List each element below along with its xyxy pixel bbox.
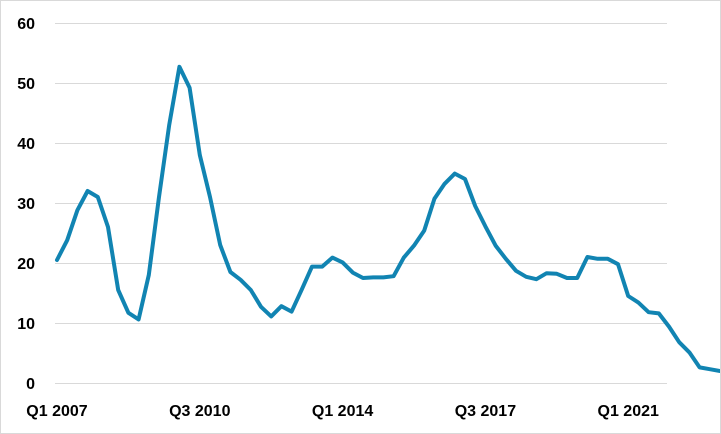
y-tick-label: 10 (17, 316, 35, 333)
x-tick-label: Q1 2014 (312, 403, 373, 420)
data-point (198, 153, 202, 157)
data-point (708, 367, 712, 371)
data-point (626, 294, 630, 298)
data-point (86, 189, 90, 193)
data-point (269, 314, 273, 318)
y-tick-label: 50 (17, 76, 35, 93)
gridlines (55, 23, 667, 384)
data-point (677, 340, 681, 344)
data-point (555, 272, 559, 276)
series-line (55, 64, 720, 374)
data-point (177, 65, 181, 69)
data-point (616, 262, 620, 266)
data-point (320, 265, 324, 269)
data-point (116, 288, 120, 292)
data-point (310, 265, 314, 269)
data-point (667, 325, 671, 329)
data-point (279, 304, 283, 308)
data-point (300, 287, 304, 291)
y-tick-label: 20 (17, 256, 35, 273)
data-point (545, 271, 549, 275)
y-tick-label: 60 (17, 16, 35, 33)
data-point (504, 257, 508, 261)
y-axis: 0 10 20 30 40 50 60 (17, 16, 35, 393)
series-layer (55, 64, 720, 374)
data-point (596, 257, 600, 261)
y-tick-label: 0 (26, 376, 35, 393)
data-point (524, 275, 528, 279)
data-point (483, 224, 487, 228)
data-point (351, 271, 355, 275)
data-point (381, 275, 385, 279)
data-point (432, 197, 436, 201)
data-point (534, 277, 538, 281)
data-point (443, 182, 447, 186)
data-point (392, 274, 396, 278)
data-point (259, 305, 263, 309)
x-tick-label: Q3 2017 (455, 403, 516, 420)
data-point (218, 243, 222, 247)
y-tick-label: 30 (17, 196, 35, 213)
data-point (167, 123, 171, 127)
data-point (75, 208, 79, 212)
data-point (657, 311, 661, 315)
data-point (585, 255, 589, 259)
data-point (647, 310, 651, 314)
y-tick-label: 40 (17, 136, 35, 153)
data-point (371, 275, 375, 279)
data-point (126, 311, 130, 315)
data-point (157, 195, 161, 199)
data-point (188, 86, 192, 90)
data-point (341, 260, 345, 264)
data-point (96, 195, 100, 199)
x-tick-label: Q1 2021 (598, 403, 659, 420)
data-point (514, 269, 518, 273)
data-point (565, 276, 569, 280)
data-point (65, 238, 69, 242)
data-point (137, 317, 141, 321)
data-point (147, 273, 151, 277)
data-point (422, 229, 426, 233)
data-point (361, 276, 365, 280)
x-tick-label: Q3 2010 (169, 403, 230, 420)
data-point (106, 225, 110, 229)
data-point (698, 365, 702, 369)
data-point (249, 288, 253, 292)
data-point (55, 258, 59, 262)
data-point (575, 276, 579, 280)
data-point (290, 310, 294, 314)
data-point (606, 257, 610, 261)
data-point (228, 270, 232, 274)
data-point (208, 195, 212, 199)
data-point (636, 301, 640, 305)
data-point (239, 278, 243, 282)
data-point (687, 350, 691, 354)
data-point (494, 244, 498, 248)
data-point (453, 172, 457, 176)
x-tick-label: Q1 2007 (26, 403, 87, 420)
data-point (402, 256, 406, 260)
data-point (330, 256, 334, 260)
data-point (412, 244, 416, 248)
data-point (473, 204, 477, 208)
data-point (463, 177, 467, 181)
